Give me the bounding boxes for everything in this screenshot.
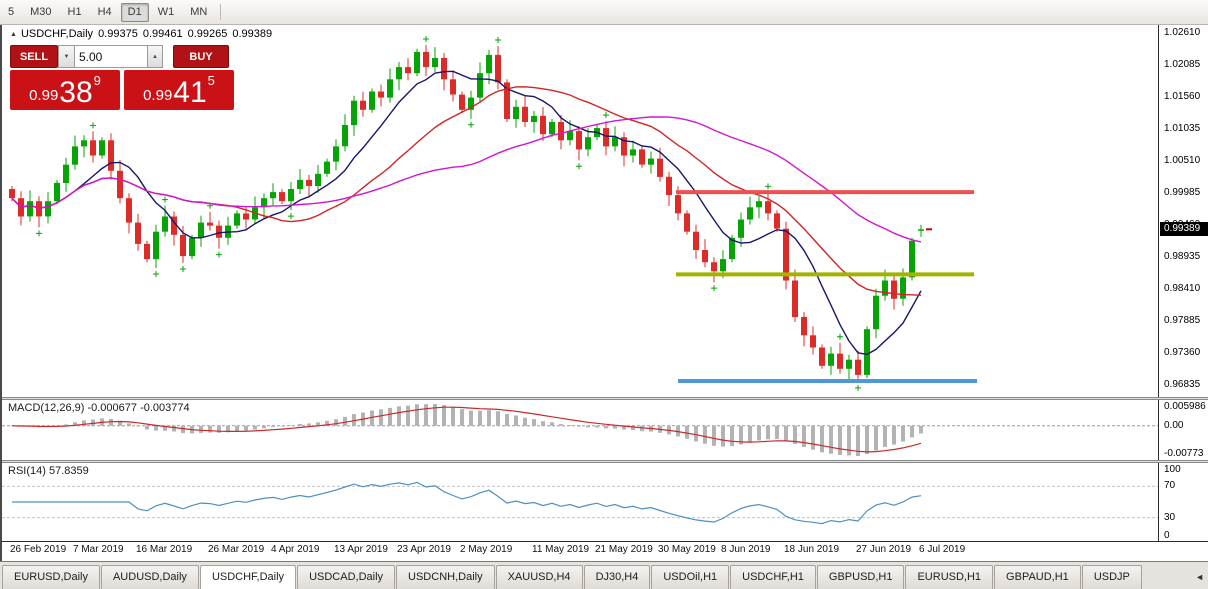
date-axis-label: 16 Mar 2019 — [136, 544, 193, 555]
one-click-trading-panel: SELL ▼ ▲ BUY 0.99 38 9 0.99 41 — [10, 45, 234, 110]
timeframe-button-h4[interactable]: H4 — [97, 6, 112, 18]
price-axis-label: 1.00510 — [1164, 155, 1201, 166]
sell-button[interactable]: SELL — [10, 45, 58, 68]
price-axis-label: 0.99985 — [1164, 187, 1201, 198]
macd-axis-label: -0.00773 — [1164, 448, 1204, 459]
macd-label: MACD(12,26,9) -0.000677 -0.003774 — [8, 402, 190, 414]
bid-prefix: 0.99 — [29, 87, 59, 104]
timeframe-button-mn[interactable]: MN — [190, 6, 208, 18]
timeframe-button-m30[interactable]: M30 — [30, 6, 52, 18]
symbol-tab-usdcad-daily[interactable]: USDCAD,Daily — [297, 565, 396, 589]
symbol-tab-dj30-h4[interactable]: DJ30,H4 — [583, 565, 651, 589]
collapse-arrow-icon[interactable]: ▲ — [10, 30, 17, 38]
buy-button[interactable]: BUY — [173, 45, 229, 68]
volume-input[interactable] — [74, 45, 148, 68]
macd-indicator-chart[interactable] — [2, 400, 1158, 460]
current-price-badge: 0.99389 — [1160, 222, 1208, 237]
date-axis-label: 2 May 2019 — [460, 544, 513, 555]
date-axis-label: 18 Jun 2019 — [784, 544, 840, 555]
rsi-indicator-chart[interactable] — [2, 463, 1158, 541]
panel-separator-rsi[interactable] — [2, 460, 1208, 463]
price-axis-label: 0.97360 — [1164, 347, 1201, 358]
candlestick-chart[interactable] — [2, 25, 1158, 397]
symbol-tab-xauusd-h4[interactable]: XAUUSD,H4 — [495, 565, 583, 589]
symbol-tab-eurusd-h1[interactable]: EURUSD,H1 — [905, 565, 994, 589]
symbol-tab-gbpaud-h1[interactable]: GBPAUD,H1 — [994, 565, 1081, 589]
chart-symbol-label: USDCHF,Daily — [20, 28, 94, 40]
symbol-tab-usdchf-daily[interactable]: USDCHF,Daily — [199, 565, 297, 589]
date-axis-label: 7 Mar 2019 — [73, 544, 124, 555]
symbol-tab-usdjp[interactable]: USDJP — [1081, 565, 1142, 589]
price-axis-label: 0.96835 — [1164, 379, 1201, 390]
date-axis-label: 21 May 2019 — [595, 544, 653, 555]
price-axis-label: 1.02085 — [1164, 59, 1201, 70]
date-axis-label: 8 Jun 2019 — [721, 544, 771, 555]
price-axis-label: 1.01035 — [1164, 123, 1201, 134]
ask-prefix: 0.99 — [143, 87, 173, 104]
trade-controls-row: SELL ▼ ▲ BUY — [10, 45, 234, 68]
price-axis-label: 1.01560 — [1164, 91, 1201, 102]
timeframe-button-d1[interactable]: D1 — [120, 2, 149, 22]
chart-title: ▲ USDCHF,Daily 0.99375 0.99461 0.99265 0… — [10, 28, 277, 40]
ask-sup-digit: 5 — [207, 73, 215, 88]
timeframe-button-h1[interactable]: H1 — [67, 6, 82, 18]
symbol-tab-gbpusd-h1[interactable]: GBPUSD,H1 — [816, 565, 905, 589]
chevron-up-icon: ▲ — [152, 53, 158, 60]
macd-axis-label: 0.00 — [1164, 419, 1184, 431]
chart-window: ▲ USDCHF,Daily 0.99375 0.99461 0.99265 0… — [0, 25, 1208, 561]
date-axis: 26 Feb 2019 7 Mar 2019 16 Mar 2019 26 Mar 2… — [2, 543, 1158, 559]
timeframe-button-5[interactable]: 5 — [8, 6, 15, 18]
tab-scroll-left-button[interactable]: ◄ — [1195, 572, 1204, 582]
bid-sup-digit: 9 — [93, 73, 101, 88]
chevron-down-icon: ▼ — [63, 53, 70, 60]
symbol-tab-usdoil-h1[interactable]: USDOil,H1 — [651, 565, 730, 589]
ask-big-digits: 41 — [173, 75, 207, 109]
date-axis-label: 26 Mar 2019 — [208, 544, 265, 555]
price-axis: 0.99389 0.005986 0.00 -0.00773 100 70 30… — [1158, 25, 1208, 541]
toolbar-separator — [220, 4, 222, 20]
timeframe-button-w1[interactable]: W1 — [157, 6, 175, 18]
date-axis-label: 27 Jun 2019 — [856, 544, 912, 555]
volume-increase-button[interactable]: ▲ — [148, 45, 163, 68]
timeframe-toolbar-buttons: 5 M30 H1 H4 D1 W1 MN — [1, 2, 214, 22]
macd-axis-label: 0.005986 — [1164, 401, 1206, 412]
rsi-axis-label: 30 — [1164, 511, 1176, 523]
date-axis-label: 26 Feb 2019 — [10, 544, 67, 555]
volume-dropdown-button[interactable]: ▼ — [58, 45, 74, 68]
date-axis-label: 11 May 2019 — [532, 544, 590, 555]
price-axis-label: 0.98935 — [1164, 251, 1201, 262]
rsi-label: RSI(14) 57.8359 — [8, 465, 89, 477]
price-axis-label: 1.02610 — [1164, 27, 1201, 38]
rsi-axis-label: 0 — [1164, 530, 1170, 541]
date-axis-label: 6 Jul 2019 — [919, 544, 966, 555]
symbol-tab-bar: ◄ EURUSD,Daily AUDUSD,Daily USDCHF,Daily US… — [0, 561, 1208, 589]
quote-boxes-row: 0.99 38 9 0.99 41 5 — [10, 70, 234, 110]
timeframe-toolbar: 5 M30 H1 H4 D1 W1 MN — [0, 0, 1208, 25]
bid-big-digits: 38 — [59, 75, 93, 109]
ohlc-low: 0.99265 — [187, 28, 228, 40]
date-axis-label: 30 May 2019 — [658, 544, 716, 555]
symbol-tab-audusd-daily[interactable]: AUDUSD,Daily — [100, 565, 199, 589]
ohlc-close: 0.99389 — [232, 28, 273, 40]
rsi-axis-label: 100 — [1164, 464, 1181, 475]
ask-price-box[interactable]: 0.99 41 5 — [124, 70, 234, 110]
ohlc-open: 0.99375 — [98, 28, 138, 40]
panel-separator-macd[interactable] — [2, 397, 1208, 400]
rsi-axis-label: 70 — [1164, 480, 1176, 492]
ohlc-high: 0.99461 — [142, 28, 183, 40]
symbol-tab-usdcnh-daily[interactable]: USDCNH,Daily — [396, 565, 495, 589]
symbol-tab-usdchf-h1[interactable]: USDCHF,H1 — [730, 565, 816, 589]
price-axis-label: 0.98410 — [1164, 283, 1201, 294]
price-axis-label: 0.97885 — [1164, 315, 1201, 326]
date-axis-label: 13 Apr 2019 — [334, 544, 388, 555]
date-axis-separator — [2, 541, 1208, 542]
date-axis-label: 23 Apr 2019 — [397, 544, 451, 555]
symbol-tab-eurusd-daily[interactable]: EURUSD,Daily — [2, 565, 100, 589]
date-axis-label: 4 Apr 2019 — [271, 544, 320, 555]
bid-price-box[interactable]: 0.99 38 9 — [10, 70, 120, 110]
